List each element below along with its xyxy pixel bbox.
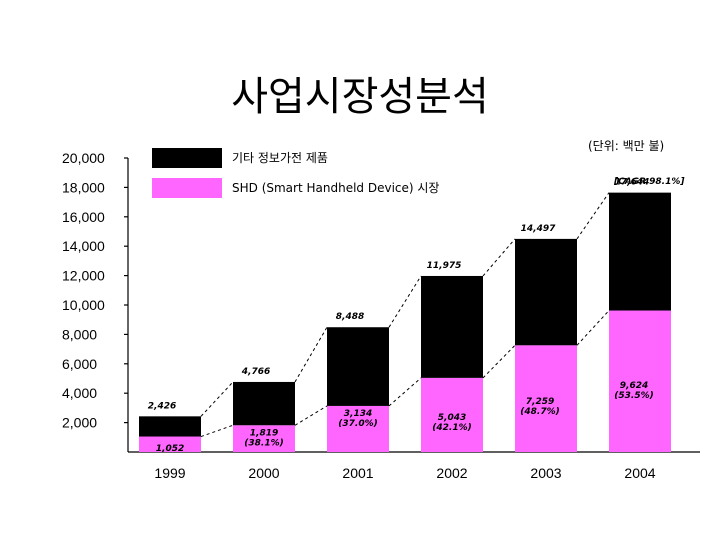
bar-shd: [421, 377, 483, 452]
bar-other: [421, 275, 483, 378]
shd-trend-line: [200, 424, 234, 438]
total-value-label: 14,497: [521, 224, 556, 234]
bar-other: [515, 238, 577, 346]
total-trend-line: [482, 238, 516, 277]
shd-value-label: 3,134: [344, 409, 372, 419]
bar-other: [327, 327, 389, 406]
shd-share-label: (48.7%): [520, 407, 559, 417]
shd-trend-line: [576, 310, 610, 346]
bar-shd: [515, 345, 577, 452]
cagr-annotation: [CAGR 98.1%]: [613, 177, 685, 187]
shd-share-label: (53.5%): [614, 391, 653, 401]
total-value-label: 2,426: [148, 401, 176, 411]
total-trend-line: [200, 381, 234, 417]
shd-value-label: 7,259: [526, 397, 554, 407]
bar-shd: [327, 405, 389, 452]
total-value-label: 8,488: [336, 312, 364, 322]
x-category-label: 2003: [530, 465, 561, 481]
y-tick-label: 20,000: [62, 150, 105, 166]
x-category-label: 2002: [436, 465, 467, 481]
total-value-label: 11,975: [427, 261, 462, 271]
x-category-label: 1999: [154, 465, 185, 481]
shd-trend-line: [482, 344, 516, 379]
x-category-label: 2001: [342, 465, 373, 481]
bar-shd: [233, 425, 295, 452]
total-value-label: 17,644: [615, 178, 650, 188]
chart-title: 사업시장성분석: [231, 74, 489, 120]
shd-trend-line: [388, 377, 422, 407]
legend-swatch-shd: [152, 178, 222, 198]
shd-value-label: 5,043: [438, 413, 466, 423]
total-value-label: 4,766: [241, 367, 270, 377]
legend-label-shd: SHD (Smart Handheld Device) 시장: [232, 181, 439, 195]
y-tick-label: 2,000: [62, 415, 97, 431]
total-trend-line: [388, 275, 422, 328]
y-tick-label: 10,000: [62, 297, 105, 313]
y-tick-label: 6,000: [62, 356, 97, 372]
shd-value-label: 1,052: [156, 444, 184, 454]
shd-trend-line: [294, 405, 328, 426]
shd-share-label: (42.1%): [432, 423, 471, 433]
y-tick-label: 4,000: [62, 385, 97, 401]
y-tick-label: 14,000: [62, 238, 105, 254]
y-tick-label: 18,000: [62, 179, 105, 195]
shd-value-label: 1,819: [250, 428, 278, 438]
bar-shd: [609, 310, 671, 452]
shd-share-label: (37.0%): [338, 419, 377, 429]
bar-shd: [139, 436, 201, 452]
shd-value-label: 9,624: [620, 381, 648, 391]
x-category-label: 2000: [248, 465, 279, 481]
bar-other: [609, 192, 671, 311]
x-category-label: 2004: [624, 465, 655, 481]
bar-other: [139, 416, 201, 437]
total-trend-line: [576, 192, 610, 240]
y-tick-label: 16,000: [62, 209, 105, 225]
shd-share-label: (38.1%): [244, 438, 283, 448]
legend-swatch-other: [152, 148, 222, 168]
unit-label: (단위: 백만 불): [588, 139, 664, 153]
y-tick-label: 12,000: [62, 268, 105, 284]
legend-label-other: 기타 정보가전 제품: [232, 151, 328, 165]
y-tick-label: 8,000: [62, 326, 97, 342]
bar-other: [233, 381, 295, 426]
total-trend-line: [294, 326, 328, 383]
